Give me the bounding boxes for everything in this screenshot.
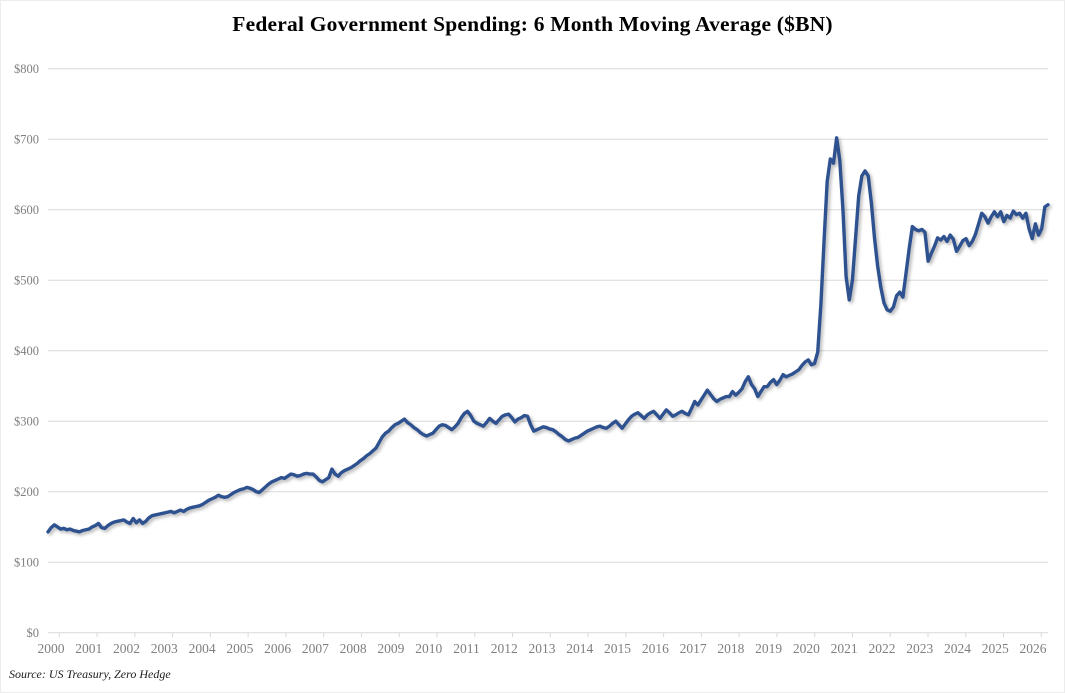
x-tick-label-2007: 2007 [302, 641, 329, 656]
y-tick-label-700: $700 [14, 133, 39, 147]
x-tick-label-2020: 2020 [793, 641, 820, 656]
x-tick-label-2024: 2024 [944, 641, 971, 656]
x-tick-label-2013: 2013 [529, 641, 556, 656]
x-tick-label-2012: 2012 [491, 641, 518, 656]
spending-series-line [46, 136, 1050, 534]
y-tick-label-100: $100 [14, 556, 39, 570]
x-tick-label-2006: 2006 [264, 641, 291, 656]
y-tick-label-500: $500 [14, 274, 39, 288]
x-tick-label-2011: 2011 [453, 641, 480, 656]
x-tick-label-2003: 2003 [151, 641, 178, 656]
x-tick-label-2023: 2023 [906, 641, 933, 656]
x-tick-label-2005: 2005 [226, 641, 253, 656]
chart-title: Federal Government Spending: 6 Month Mov… [232, 12, 833, 36]
x-tick-label-2016: 2016 [642, 641, 669, 656]
x-tick-label-2021: 2021 [831, 641, 858, 656]
x-tick-label-2010: 2010 [415, 641, 442, 656]
x-tick-label-2026: 2026 [1020, 641, 1047, 656]
x-tick-label-2022: 2022 [868, 641, 895, 656]
x-tick-label-2025: 2025 [982, 641, 1009, 656]
x-tick-label-2015: 2015 [604, 641, 631, 656]
x-tick-label-2017: 2017 [680, 641, 707, 656]
x-tick-label-2000: 2000 [38, 641, 65, 656]
y-tick-label-300: $300 [14, 415, 39, 429]
y-tick-label-800: $800 [14, 62, 39, 76]
x-tick-label-2014: 2014 [566, 641, 593, 656]
x-tick-label-2008: 2008 [340, 641, 367, 656]
x-tick-label-2009: 2009 [377, 641, 404, 656]
x-tick-label-2004: 2004 [189, 641, 216, 656]
y-tick-label-0: $0 [27, 626, 40, 640]
y-tick-label-200: $200 [14, 485, 39, 499]
y-tick-label-600: $600 [14, 203, 39, 217]
x-tick-label-2019: 2019 [755, 641, 782, 656]
x-tick-label-2018: 2018 [717, 641, 744, 656]
x-tick-label-2001: 2001 [75, 641, 102, 656]
y-tick-label-400: $400 [14, 344, 39, 358]
source-note: Source: US Treasury, Zero Hedge [9, 667, 171, 681]
x-tick-label-2002: 2002 [113, 641, 140, 656]
